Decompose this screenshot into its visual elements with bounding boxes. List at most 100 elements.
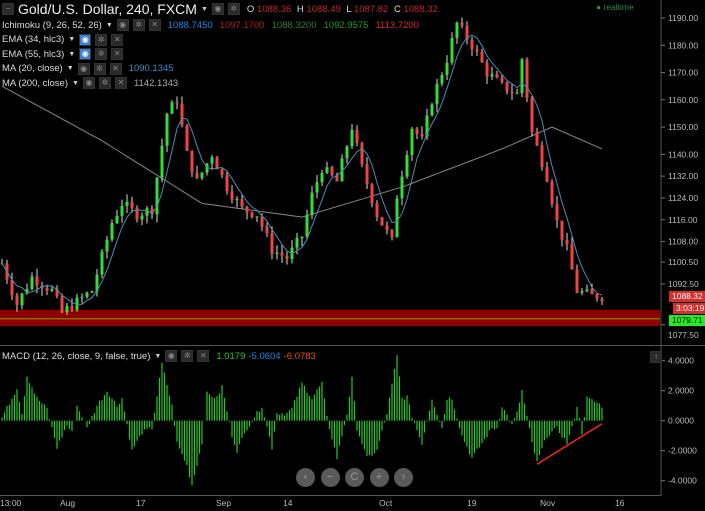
chevron-down-icon[interactable]: ▼: [68, 36, 76, 43]
zoom-out-button[interactable]: −: [320, 468, 340, 487]
candle-body: [590, 289, 594, 295]
scroll-right-button[interactable]: ›: [394, 468, 413, 487]
gear-icon[interactable]: ✲: [132, 19, 145, 31]
zoom-in-button[interactable]: +: [369, 468, 389, 487]
support-zone: [0, 309, 660, 327]
indicator-legend: Ichimoku (9, 26, 52, 26) ▼ ◉ ✲ ✕ 1088.7450 109…: [2, 19, 419, 31]
macd-tick-label: -4.0000: [668, 476, 697, 486]
chevron-down-icon[interactable]: ▼: [200, 5, 208, 13]
candle-body: [535, 131, 539, 146]
eye-icon[interactable]: ◉: [82, 77, 95, 89]
candle-body: [450, 38, 454, 63]
candle-body: [190, 150, 194, 173]
indicator-label[interactable]: MA (200, close): [2, 77, 68, 89]
indicator-label[interactable]: EMA (34, hlc3): [2, 34, 65, 45]
candle-body: [150, 208, 154, 215]
indicator-label[interactable]: EMA (55, hlc3): [2, 48, 65, 60]
indicator-value: 1142.1343: [133, 77, 179, 89]
candle-body: [210, 157, 214, 164]
price-tick-label: 1140.00: [668, 149, 698, 159]
candle-body: [135, 208, 139, 220]
candle-body: [285, 255, 289, 259]
eye-icon[interactable]: ◉: [165, 350, 178, 362]
chevron-down-icon[interactable]: ▼: [66, 65, 74, 72]
collapse-icon[interactable]: −: [2, 3, 14, 15]
eye-icon[interactable]: ◉: [211, 3, 224, 15]
close-icon[interactable]: ✕: [114, 77, 127, 89]
pane-maximize-icon[interactable]: ↑: [650, 351, 662, 363]
candle-body: [80, 296, 84, 298]
price-tick-label: 1132.00: [668, 171, 698, 181]
gear-icon[interactable]: ✲: [227, 3, 240, 15]
candle-body: [260, 216, 264, 227]
reset-button[interactable]: C: [345, 468, 364, 487]
indicator-label[interactable]: MA (20, close): [2, 63, 63, 74]
eye-icon[interactable]: ◉: [79, 33, 92, 46]
candle-body: [180, 103, 184, 126]
candle-body: [345, 146, 349, 159]
close-icon[interactable]: ✕: [109, 62, 122, 75]
close-icon[interactable]: ✕: [148, 19, 161, 31]
macd-value: -5.0604: [248, 350, 281, 362]
macd-tick-label: 2.0000: [668, 386, 694, 396]
symbol-title[interactable]: Gold/U.S. Dollar, 240, FXCM: [18, 1, 197, 17]
candle-body: [315, 182, 319, 193]
macd-tick-label: 0.0000: [668, 416, 694, 426]
price-tick-label: 1077.50: [668, 330, 699, 340]
candle-body: [60, 296, 64, 313]
candle-body: [425, 115, 429, 137]
eye-icon[interactable]: ◉: [77, 62, 90, 75]
gear-icon[interactable]: ✲: [95, 33, 108, 46]
time-tick-label: 16: [615, 498, 625, 508]
candle-body: [215, 157, 219, 170]
price-tick-label: 1190.00: [668, 13, 698, 23]
candle-body: [550, 181, 554, 204]
eye-icon[interactable]: ◉: [116, 19, 129, 31]
price-tick-label: 1116.00: [668, 215, 698, 225]
candle-body: [580, 291, 584, 293]
candle-body: [470, 39, 474, 50]
candle-body: [195, 172, 199, 179]
candle-body: [480, 51, 484, 63]
candle-body: [75, 297, 79, 310]
candle-body: [240, 199, 244, 207]
macd-value: -6.0783: [283, 350, 316, 362]
chevron-down-icon[interactable]: ▼: [68, 50, 76, 58]
chevron-down-icon[interactable]: ▼: [105, 21, 113, 29]
candle-body: [85, 292, 89, 297]
chevron-down-icon[interactable]: ▼: [72, 79, 79, 87]
gear-icon[interactable]: ✲: [93, 62, 106, 75]
indicator-legend: MA (200, close) ▼ ◉ ✲ ✕ 1142.1343: [2, 77, 178, 89]
scroll-left-button[interactable]: ‹: [296, 468, 315, 487]
close-icon[interactable]: ✕: [197, 350, 210, 362]
candle-body: [585, 289, 589, 292]
time-tick-label: Sep: [216, 498, 231, 508]
candle-body: [160, 145, 164, 178]
macd-label[interactable]: MACD (12, 26, close, 9, false, true): [2, 350, 151, 362]
close-icon[interactable]: ✕: [111, 48, 124, 60]
candle-body: [390, 229, 394, 238]
candle-body: [385, 225, 389, 230]
candle-body: [455, 22, 459, 39]
candle-body: [510, 91, 514, 94]
indicator-value: 1113.7200: [375, 19, 419, 31]
candle-body: [410, 128, 414, 155]
candle-body: [310, 192, 314, 216]
candle-body: [205, 163, 209, 173]
candle-body: [435, 83, 439, 105]
gear-icon[interactable]: ✲: [98, 77, 111, 89]
gear-icon[interactable]: ✲: [95, 48, 108, 60]
candle-body: [65, 305, 69, 313]
candle-body: [430, 104, 434, 116]
close-icon[interactable]: ✕: [111, 33, 124, 46]
candle-body: [105, 239, 109, 252]
indicator-label[interactable]: Ichimoku (9, 26, 52, 26): [2, 19, 102, 31]
chevron-down-icon[interactable]: ▼: [154, 352, 162, 360]
gear-icon[interactable]: ✲: [181, 350, 194, 362]
eye-icon[interactable]: ◉: [79, 48, 92, 60]
candle-body: [595, 294, 599, 299]
candle-body: [575, 269, 579, 293]
candle-body: [460, 22, 464, 26]
candle-body: [340, 158, 344, 182]
